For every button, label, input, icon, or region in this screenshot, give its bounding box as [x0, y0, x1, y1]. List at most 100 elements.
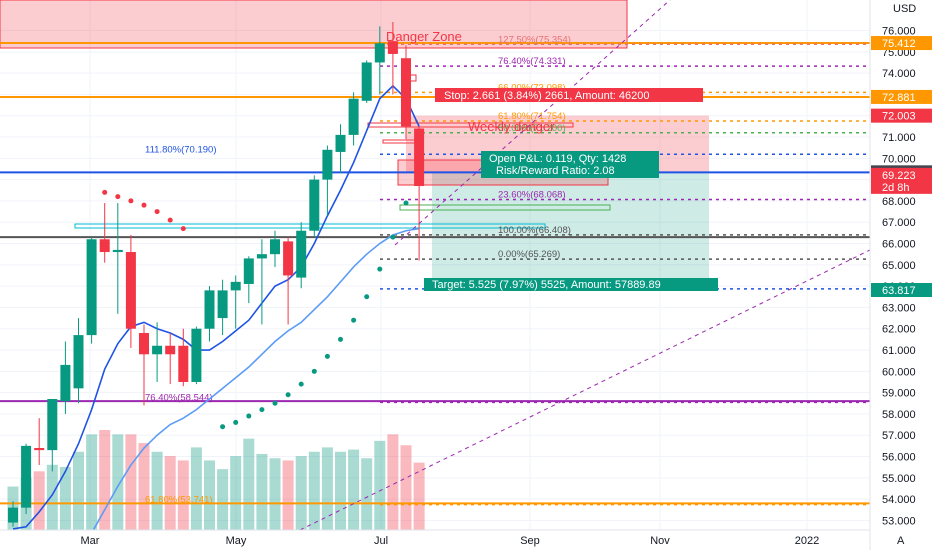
danger-zone-box[interactable]	[0, 0, 628, 49]
candle-body[interactable]	[414, 128, 425, 187]
candle-body[interactable]	[152, 345, 163, 355]
fib-label: 111.80%(70.190)	[145, 144, 216, 155]
price-tick-label: 71.000	[882, 132, 916, 144]
candle-body[interactable]	[230, 281, 241, 291]
volume-bar	[46, 464, 58, 530]
fib-label: 61.80%(71.754)	[498, 111, 566, 122]
price-tick-label: 76.000	[882, 26, 916, 38]
time-tick-label: 2022	[795, 535, 819, 547]
candle-body[interactable]	[283, 241, 294, 276]
fib-label: 127.50%(75.354)	[498, 34, 571, 45]
target-label-box[interactable]	[424, 278, 718, 291]
volume-bar	[99, 430, 111, 530]
candle-body[interactable]	[165, 345, 176, 355]
candle-body[interactable]	[99, 239, 110, 253]
candle-body[interactable]	[47, 399, 58, 451]
price-tag-label: 63.817	[882, 285, 916, 297]
sar-dot	[246, 413, 252, 419]
sar-dot	[324, 353, 330, 359]
price-tick-label: 56.000	[882, 452, 916, 464]
candle-body[interactable]	[112, 249, 123, 253]
time-tick-label: Mar	[81, 535, 100, 547]
price-tag	[871, 36, 932, 51]
candle-body[interactable]	[374, 43, 385, 63]
candle-body[interactable]	[256, 254, 267, 259]
price-axis[interactable]: USD 53.000 54.000 55.000 56.000 57.000 58.000…	[870, 0, 932, 530]
price-tag-label: 72.003	[882, 111, 916, 123]
volume-bar	[33, 471, 45, 530]
trend-line[interactable]	[299, 249, 871, 531]
moving-average-line	[90, 227, 420, 534]
sar-dot	[364, 294, 370, 300]
fib-label: 23.60%(68.068)	[498, 189, 566, 200]
auto-scale-button[interactable]: A	[897, 535, 905, 547]
candle-body[interactable]	[309, 179, 320, 231]
candle-body[interactable]	[139, 332, 149, 355]
sar-dot	[338, 336, 343, 342]
price-tick-label: 61.000	[882, 345, 916, 357]
candle-body[interactable]	[348, 98, 359, 135]
price-tick-label: 53.000	[882, 515, 916, 527]
fib-label: 76.40%(58.544)	[145, 392, 213, 403]
volume-bar	[269, 458, 281, 530]
candle-body[interactable]	[204, 290, 215, 329]
weekly-danger-line[interactable]	[367, 122, 574, 128]
volume-bar	[204, 460, 215, 530]
sar-dot	[128, 198, 134, 204]
volume-bar	[348, 449, 360, 530]
volume-bar	[112, 434, 124, 530]
candle-body[interactable]	[191, 328, 202, 382]
price-tag	[871, 167, 932, 194]
trend-lines[interactable]	[299, 0, 871, 531]
annotations[interactable]: Danger Zone Weekly danger Stop: 2.661 (3…	[386, 29, 718, 291]
volume-bar	[374, 440, 386, 530]
volume-bar	[125, 434, 137, 530]
candle-body[interactable]	[178, 345, 189, 382]
sar-dot	[285, 392, 291, 398]
candle-body[interactable]	[322, 149, 333, 180]
volume-bar	[321, 447, 333, 530]
candles[interactable]	[8, 21, 425, 527]
target-zone[interactable]	[432, 172, 709, 291]
sar-dot	[115, 194, 121, 200]
price-tick-label: 62.000	[882, 324, 916, 336]
candle-body[interactable]	[86, 239, 97, 336]
sar-dot	[220, 424, 226, 430]
candle-body[interactable]	[361, 62, 372, 101]
volume-bar	[387, 434, 399, 530]
candle-body[interactable]	[243, 258, 254, 284]
fib-label: 66.00%(73.098)	[498, 82, 566, 93]
candle-body[interactable]	[270, 239, 280, 255]
volume-bar	[256, 453, 268, 530]
candle-body[interactable]	[387, 41, 398, 54]
price-tag	[871, 283, 932, 298]
price-tick-label: 67.000	[882, 217, 916, 229]
trend-line[interactable]	[394, 0, 671, 246]
candle-body[interactable]	[73, 335, 84, 389]
sar-dot	[311, 368, 317, 374]
sar-dot	[298, 381, 304, 387]
candle-body[interactable]	[34, 447, 45, 451]
candle-body[interactable]	[8, 507, 18, 523]
volume-bar	[308, 451, 320, 530]
candle-body[interactable]	[296, 230, 307, 278]
price-tick-label: 70.000	[882, 153, 916, 165]
candle-body[interactable]	[335, 134, 346, 152]
sar-dot	[167, 217, 173, 223]
stop-label-box[interactable]	[435, 88, 703, 102]
candle-body[interactable]	[125, 252, 136, 329]
sar-dot	[141, 202, 147, 208]
time-tick-label: Jul	[374, 535, 388, 547]
support-box[interactable]	[399, 204, 611, 211]
fib-label: 61.80%(53.741)	[145, 495, 213, 506]
fib-label: 50.00%(71.200)	[498, 123, 566, 134]
pnl-line-2: Risk/Reward Ratio: 2.08	[496, 165, 615, 177]
price-tick-label: 54.000	[882, 494, 916, 506]
pnl-label-box[interactable]	[481, 151, 659, 178]
candle-body[interactable]	[60, 364, 71, 402]
candle-body[interactable]	[21, 445, 32, 508]
candle-body[interactable]	[217, 290, 228, 319]
candle-body[interactable]	[401, 58, 411, 127]
